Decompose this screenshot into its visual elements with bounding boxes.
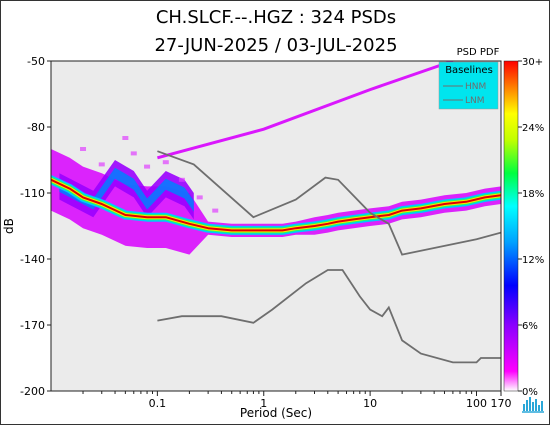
psd-speckle <box>178 177 185 182</box>
x-tick-label: 100 <box>466 397 487 410</box>
y-tick-label: -50 <box>27 55 45 68</box>
psd-speckle <box>130 151 137 156</box>
x-axis-label: Period (Sec) <box>240 406 312 420</box>
y-tick-label: -170 <box>20 319 45 332</box>
psd-speckle <box>80 147 87 151</box>
psd-speckle <box>212 208 219 213</box>
app-logo-icon <box>522 397 544 413</box>
x-tick-label: 10 <box>363 397 377 410</box>
psd-speckle <box>122 136 129 140</box>
psd-density-layer <box>51 61 501 255</box>
baseline-layer <box>157 150 501 364</box>
y-tick-label: -110 <box>20 187 45 200</box>
x-tick-label: 170 <box>491 397 512 410</box>
x-tick-label: 1 <box>260 397 267 410</box>
colorbar-labels: 30+ 24% 18% 12% 6% 0% <box>518 57 544 398</box>
colorbar-label: 6% <box>522 321 538 332</box>
x-tick-label: 0.1 <box>149 397 167 410</box>
y-tick-label: -200 <box>20 385 45 398</box>
y-axis-label: dB <box>2 218 16 234</box>
y-tick-label: -140 <box>20 253 45 266</box>
hnm-line <box>157 150 501 256</box>
chart-subtitle: 27-JUN-2025 / 03-JUL-2025 <box>154 35 398 56</box>
psd-haze-band <box>51 149 501 255</box>
psd-speckle <box>162 160 169 165</box>
lnm-line <box>157 269 501 364</box>
chart-title: CH.SLCF.--.HGZ : 324 PSDs <box>155 7 397 28</box>
colorbar <box>503 60 519 392</box>
psd-mode-red <box>51 178 501 232</box>
legend-hnm-label: HNM <box>465 82 486 92</box>
colorbar-label: 18% <box>522 189 544 200</box>
colorbar-label: 30+ <box>522 57 543 68</box>
axes: -50 -80 -110 -140 -170 -200 0.1 1 10 100 170 <box>20 55 511 410</box>
legend-box: Baselines HNM LNM <box>438 61 499 110</box>
colorbar-label: 12% <box>522 255 544 266</box>
plot-border <box>50 60 502 392</box>
psd-speckle <box>98 162 105 167</box>
colorbar-label: 24% <box>522 123 544 134</box>
psd-speckle <box>196 195 203 200</box>
y-tick-label: -80 <box>27 121 45 134</box>
psd-speckle <box>144 164 151 169</box>
legend-lnm-label: LNM <box>465 96 485 106</box>
psd-noise-ray <box>157 61 454 160</box>
colorbar-title: PSD PDF <box>457 47 500 58</box>
colorbar-label: 0% <box>522 387 538 398</box>
legend-title: Baselines <box>445 65 493 76</box>
